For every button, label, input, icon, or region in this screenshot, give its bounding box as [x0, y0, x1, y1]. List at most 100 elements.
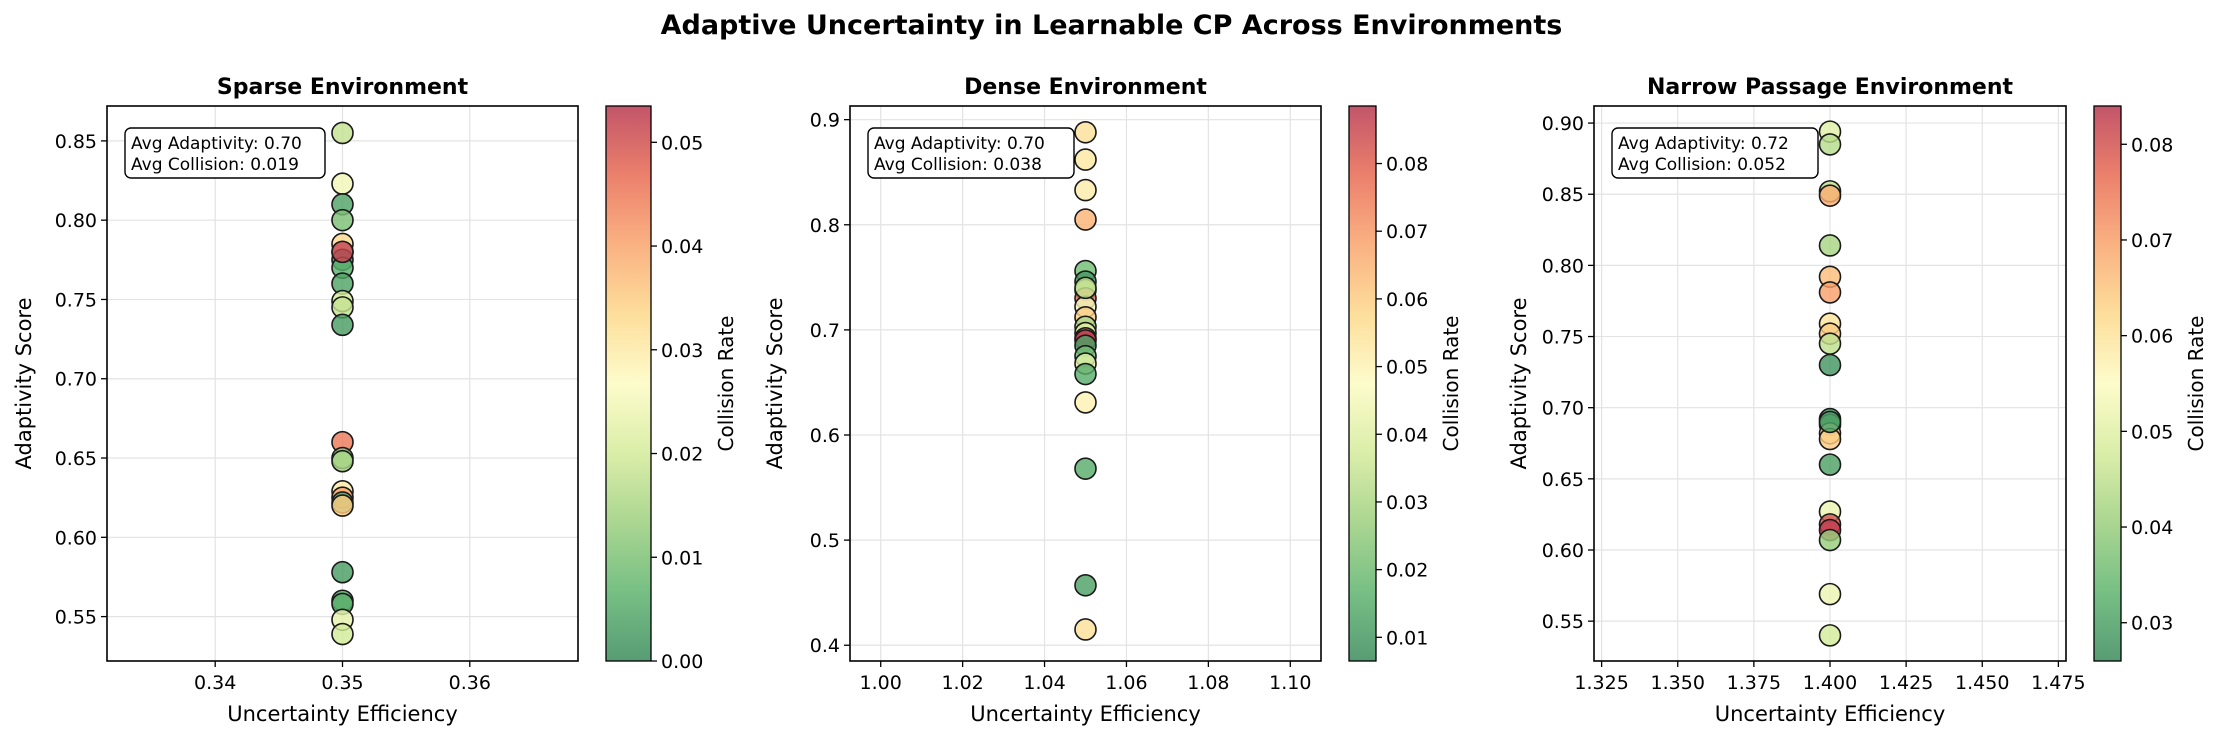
x-tick-label: 1.02	[941, 672, 983, 694]
data-point[interactable]	[331, 121, 354, 145]
data-point[interactable]	[331, 449, 354, 473]
colorbar-tick-label: 0.06	[1386, 289, 1428, 311]
x-tick-label: 1.400	[1803, 672, 1857, 694]
y-tick-label: 0.65	[1542, 469, 1584, 491]
axes-frame	[849, 105, 1322, 662]
x-axis-label: Uncertainty Efficiency	[1715, 702, 1946, 726]
colorbar-tick-label: 0.00	[661, 651, 703, 673]
data-point[interactable]	[1074, 178, 1097, 202]
colorbar-tick-label: 0.01	[1386, 627, 1428, 649]
annotation-avg-adaptivity: Avg Adaptivity: 0.72	[1618, 134, 1789, 154]
data-point[interactable]	[1074, 120, 1097, 144]
y-tick-label: 0.85	[1542, 184, 1584, 206]
colorbar	[605, 105, 652, 662]
colorbar-tick-label: 0.05	[661, 132, 703, 154]
data-point[interactable]	[1818, 184, 1842, 207]
y-tick-label: 0.9	[810, 110, 840, 132]
data-point[interactable]	[331, 313, 354, 337]
y-axis-label: Adaptivity Score	[1507, 297, 1531, 469]
data-point[interactable]	[1818, 528, 1842, 552]
stats-annotation-box	[1611, 127, 1819, 179]
x-tick-label: 1.06	[1105, 672, 1147, 694]
colorbar-tick-label: 0.08	[1386, 154, 1428, 176]
colorbar-tick-label: 0.03	[1386, 492, 1428, 514]
data-point[interactable]	[1074, 574, 1097, 597]
y-tick-label: 0.60	[55, 527, 97, 549]
stats-annotation-box	[124, 127, 326, 179]
x-tick-label: 1.04	[1023, 672, 1065, 694]
data-point[interactable]	[1818, 133, 1842, 156]
data-point[interactable]	[1818, 332, 1842, 355]
data-point[interactable]	[1818, 453, 1842, 476]
colorbar-label: Collision Rate	[714, 316, 738, 452]
panel-title: Dense Environment	[964, 75, 1207, 100]
colorbar-tick-label: 0.03	[2131, 613, 2173, 635]
colorbar-tick-label: 0.07	[1386, 221, 1428, 243]
data-point[interactable]	[1074, 276, 1097, 300]
data-point[interactable]	[1818, 624, 1842, 647]
data-point[interactable]	[1074, 148, 1097, 171]
x-tick-label: 1.350	[1651, 672, 1705, 694]
x-tick-label: 1.375	[1727, 672, 1781, 694]
x-tick-label: 1.325	[1574, 672, 1628, 694]
y-tick-label: 0.6	[810, 425, 840, 447]
y-tick-label: 0.80	[1542, 255, 1584, 277]
data-point[interactable]	[1818, 410, 1842, 434]
x-tick-label: 0.35	[321, 672, 363, 694]
x-tick-label: 1.08	[1187, 672, 1229, 694]
data-point[interactable]	[1074, 208, 1097, 231]
data-point[interactable]	[331, 208, 354, 232]
data-point[interactable]	[331, 240, 354, 264]
x-tick-label: 1.10	[1269, 672, 1311, 694]
y-axis-label: Adaptivity Score	[763, 297, 787, 469]
panel-title: Sparse Environment	[217, 75, 469, 100]
colorbar-tick-label: 0.07	[2131, 230, 2173, 252]
panel-3: 1.325 1.350 1.375 1.400 1.425 1.450 1.475 0.55 0…	[1507, 75, 2208, 726]
colorbar-tick-label: 0.02	[661, 444, 703, 466]
annotation-avg-collision: Avg Collision: 0.052	[1618, 155, 1786, 175]
x-tick-label: 0.34	[194, 672, 236, 694]
data-point[interactable]	[1818, 281, 1842, 304]
data-point[interactable]	[1074, 618, 1097, 641]
data-point[interactable]	[1074, 457, 1097, 480]
colorbar-tick-label: 0.03	[661, 340, 703, 362]
x-axis-label: Uncertainty Efficiency	[227, 702, 458, 726]
panel-1: 0.34 0.35 0.36 0.55 0.60 0.65 0.70 0.75 0.80 0.85…	[12, 75, 738, 726]
y-tick-label: 0.60	[1542, 540, 1584, 562]
y-tick-label: 0.4	[810, 635, 840, 657]
colorbar-tick-label: 0.02	[1386, 560, 1428, 582]
y-axis-label: Adaptivity Score	[12, 297, 36, 469]
y-tick-label: 0.65	[55, 448, 97, 470]
y-tick-label: 0.75	[1542, 327, 1584, 349]
data-point[interactable]	[1074, 362, 1097, 386]
data-point[interactable]	[1818, 582, 1842, 606]
x-tick-label: 1.00	[860, 672, 902, 694]
y-tick-label: 0.70	[55, 369, 97, 391]
colorbar-tick-label: 0.04	[661, 236, 703, 258]
y-tick-label: 0.55	[1542, 611, 1584, 633]
data-point[interactable]	[1818, 234, 1842, 257]
annotation-avg-adaptivity: Avg Adaptivity: 0.70	[131, 134, 302, 154]
y-tick-label: 0.70	[1542, 398, 1584, 420]
colorbar-label: Collision Rate	[1439, 316, 1463, 452]
y-tick-label: 0.90	[1542, 113, 1584, 135]
data-point[interactable]	[331, 560, 354, 584]
x-tick-label: 0.36	[449, 672, 491, 694]
stats-annotation-box	[867, 127, 1075, 179]
y-tick-label: 0.55	[55, 607, 97, 629]
annotation-avg-collision: Avg Collision: 0.038	[874, 155, 1042, 175]
y-tick-label: 0.80	[55, 210, 97, 232]
data-point[interactable]	[331, 494, 354, 517]
colorbar-tick-label: 0.06	[2131, 326, 2173, 348]
y-tick-label: 0.85	[55, 131, 97, 153]
colorbar-tick-label: 0.04	[1386, 424, 1428, 446]
y-tick-label: 0.8	[810, 215, 840, 237]
data-point[interactable]	[1818, 353, 1842, 377]
data-point[interactable]	[331, 622, 354, 646]
colorbar	[1348, 105, 1377, 662]
data-point[interactable]	[331, 172, 354, 195]
x-tick-label: 1.475	[2031, 672, 2085, 694]
data-point[interactable]	[1074, 391, 1097, 414]
panel-2: 1.00 1.02 1.04 1.06 1.08 1.10 0.4 0.5 0.6 0.7 0.8 0…	[763, 75, 1463, 726]
